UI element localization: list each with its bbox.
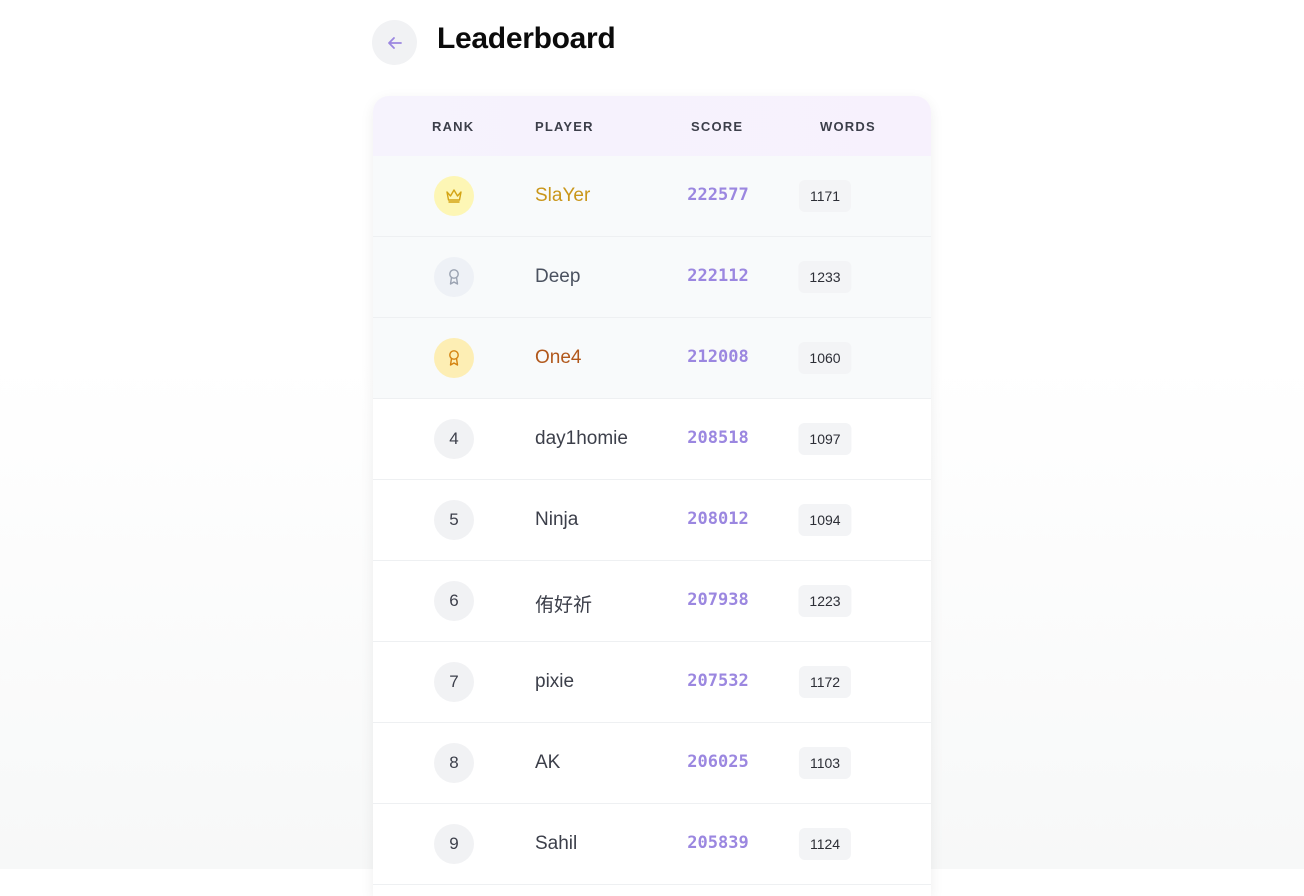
words-count: 1097 xyxy=(798,423,852,455)
rank-number: 8 xyxy=(449,753,459,772)
player-score: 212008 xyxy=(687,347,749,367)
player-name: SlaYer xyxy=(535,185,591,206)
table-row[interactable]: 9 Sahil 205839 1124 xyxy=(373,804,931,885)
words-count: 1060 xyxy=(798,342,852,374)
rank-number: 6 xyxy=(449,591,459,610)
player-name: AK xyxy=(535,752,561,773)
crown-icon xyxy=(446,189,462,203)
player-score: 207532 xyxy=(687,671,749,691)
player-name: day1homie xyxy=(535,428,628,449)
column-rank: RANK xyxy=(432,119,475,134)
player-score: 206025 xyxy=(687,752,749,772)
player-score: 222577 xyxy=(687,185,749,205)
player-score: 208518 xyxy=(687,428,749,448)
page-title: Leaderboard xyxy=(437,22,616,55)
back-button[interactable] xyxy=(372,20,417,65)
rank-badge: 9 xyxy=(434,824,474,864)
words-count: 1094 xyxy=(798,504,852,536)
table-row[interactable]: 6 侑好祈 207938 1223 xyxy=(373,561,931,642)
rank-badge: 7 xyxy=(434,662,474,702)
player-name: Deep xyxy=(535,266,581,287)
rank-badge: 4 xyxy=(434,419,474,459)
player-score: 205839 xyxy=(687,833,749,853)
words-count: 1172 xyxy=(798,666,852,698)
rank-number: 4 xyxy=(449,429,459,448)
words-count: 1223 xyxy=(798,585,852,617)
player-score: 222112 xyxy=(687,266,749,286)
rank-badge: 6 xyxy=(434,581,474,621)
table-header: RANK PLAYER SCORE WORDS xyxy=(373,96,931,156)
player-score: 208012 xyxy=(687,509,749,529)
rank-number: 7 xyxy=(449,672,459,691)
leaderboard-table: RANK PLAYER SCORE WORDS SlaYer 222577 1171… xyxy=(373,96,931,896)
table-row[interactable]: 7 pixie 207532 1172 xyxy=(373,642,931,723)
player-name: pixie xyxy=(535,671,575,692)
table-row[interactable]: 4 day1homie 208518 1097 xyxy=(373,399,931,480)
medal-icon xyxy=(449,269,459,285)
player-name: Ninja xyxy=(535,509,579,530)
rank-badge xyxy=(434,338,474,378)
player-score: 207938 xyxy=(687,590,749,610)
rank-badge: 5 xyxy=(434,500,474,540)
words-count: 1171 xyxy=(798,180,852,212)
rank-number: 9 xyxy=(449,834,459,853)
words-count: 1233 xyxy=(798,261,852,293)
column-player: PLAYER xyxy=(535,119,594,134)
table-row[interactable]: 5 Ninja 208012 1094 xyxy=(373,480,931,561)
rank-number: 5 xyxy=(449,510,459,529)
table-row[interactable]: SlaYer 222577 1171 xyxy=(373,156,931,237)
table-row[interactable]: One4 212008 1060 xyxy=(373,318,931,399)
rank-badge xyxy=(434,257,474,297)
words-count: 1103 xyxy=(798,747,852,779)
player-name: Sahil xyxy=(535,833,578,854)
rank-badge xyxy=(434,176,474,216)
player-name: One4 xyxy=(535,347,582,368)
column-score: SCORE xyxy=(691,119,744,134)
table-row[interactable]: Deep 222112 1233 xyxy=(373,237,931,318)
medal-icon xyxy=(449,350,459,366)
player-name: 侑好祈 xyxy=(535,595,593,616)
arrow-left-icon xyxy=(387,36,402,49)
words-count: 1124 xyxy=(798,828,852,860)
table-row[interactable]: 8 AK 206025 1103 xyxy=(373,723,931,804)
rank-badge: 8 xyxy=(434,743,474,783)
column-words: WORDS xyxy=(820,119,876,134)
